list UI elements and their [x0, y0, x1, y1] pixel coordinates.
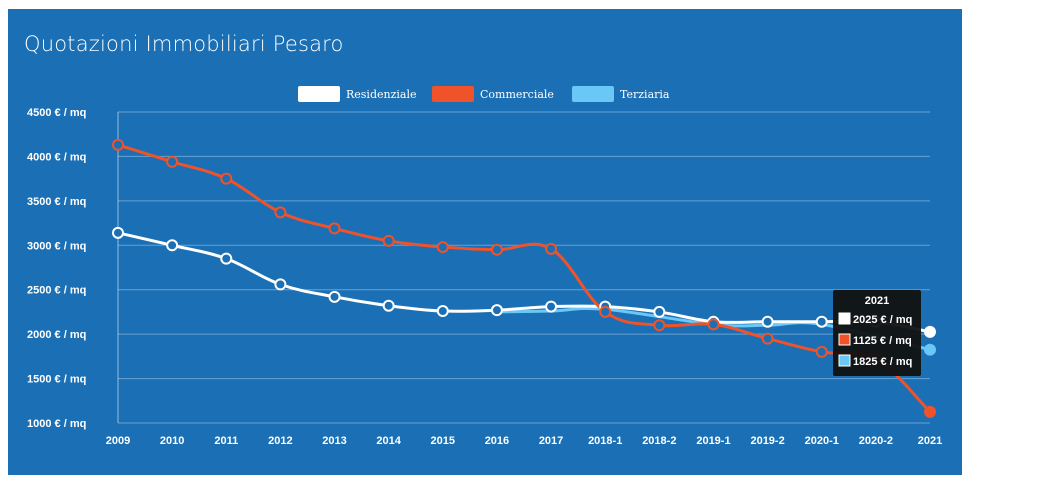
x-tick-label: 2010 [160, 435, 184, 447]
legend-swatch [572, 86, 614, 102]
residenziale-point [436, 305, 449, 318]
commerciale-point [220, 172, 233, 185]
y-tick-label: 4500 € / mq [27, 107, 86, 119]
tooltip-swatch [838, 354, 851, 367]
x-tick-label: 2015 [431, 435, 455, 447]
y-tick-label: 3000 € / mq [27, 240, 86, 252]
legend-label: Terziaria [620, 88, 670, 101]
legend-label: Commerciale [480, 88, 554, 101]
commerciale-point [761, 332, 774, 345]
tooltip-row: 2025 € / mq [853, 314, 912, 326]
commerciale-point [653, 319, 666, 332]
x-tick-label: 2020-1 [805, 435, 839, 447]
residenziale-point [382, 299, 395, 312]
residenziale-end-point [924, 325, 936, 338]
commerciale-point [599, 305, 612, 318]
commerciale-point [545, 242, 558, 255]
right-margin [962, 0, 1050, 481]
tooltip-swatch [838, 333, 851, 346]
commerciale-point [436, 241, 449, 254]
x-tick-label: 2016 [485, 435, 509, 447]
y-tick-label: 2500 € / mq [27, 285, 86, 297]
x-tick-label: 2013 [322, 435, 346, 447]
commerciale-point [707, 318, 720, 331]
residenziale-point [112, 226, 124, 239]
commerciale-line [117, 143, 932, 413]
residenziale-point [815, 315, 828, 328]
x-tick-label: 2011 [214, 435, 238, 447]
legend-swatch [298, 86, 340, 102]
chart-panel [8, 9, 962, 475]
residenziale-point [490, 304, 503, 317]
commerciale-end-point [924, 405, 936, 418]
commerciale-point [815, 345, 828, 358]
x-tick-label: 2017 [539, 435, 563, 447]
residenziale-point [166, 239, 179, 252]
x-tick-label: 2019-1 [696, 435, 730, 447]
commerciale-point [328, 222, 341, 235]
commerciale-point [382, 234, 395, 247]
x-tick-label: 2020-2 [859, 435, 893, 447]
tooltip-swatch [838, 312, 851, 325]
x-tick-label: 2019-2 [750, 435, 784, 447]
tooltip-row: 1825 € / mq [853, 356, 912, 368]
x-tick-label: 2009 [106, 435, 130, 447]
y-tick-label: 3500 € / mq [27, 196, 86, 208]
residenziale-point [545, 300, 558, 313]
residenziale-point [653, 305, 666, 318]
commerciale-point [274, 206, 287, 219]
residenziale-line [117, 231, 931, 334]
y-tick-label: 1500 € / mq [27, 374, 86, 386]
commerciale-point [490, 243, 503, 256]
residenziale-point [761, 315, 774, 328]
x-tick-label: 2018-1 [588, 435, 622, 447]
tooltip-box [833, 290, 921, 376]
commerciale-point [166, 155, 179, 168]
tooltip-title: 2021 [865, 295, 889, 307]
residenziale-point [220, 252, 233, 265]
x-tick-label: 2021 [918, 435, 942, 447]
residenziale-point [274, 278, 287, 291]
legend-swatch [432, 86, 474, 102]
residenziale-point [328, 290, 341, 303]
x-tick-label: 2012 [268, 435, 292, 447]
tooltip-row: 1125 € / mq [853, 335, 912, 347]
x-tick-label: 2018-2 [642, 435, 676, 447]
x-tick-label: 2014 [376, 435, 401, 447]
y-tick-label: 1000 € / mq [27, 418, 86, 430]
terziaria-end-point [924, 343, 936, 356]
commerciale-point [112, 138, 124, 151]
y-tick-label: 2000 € / mq [27, 329, 86, 341]
y-tick-label: 4000 € / mq [27, 151, 86, 163]
chart-title: Quotazioni Immobiliari Pesaro [24, 32, 344, 56]
legend-label: Residenziale [346, 88, 417, 101]
